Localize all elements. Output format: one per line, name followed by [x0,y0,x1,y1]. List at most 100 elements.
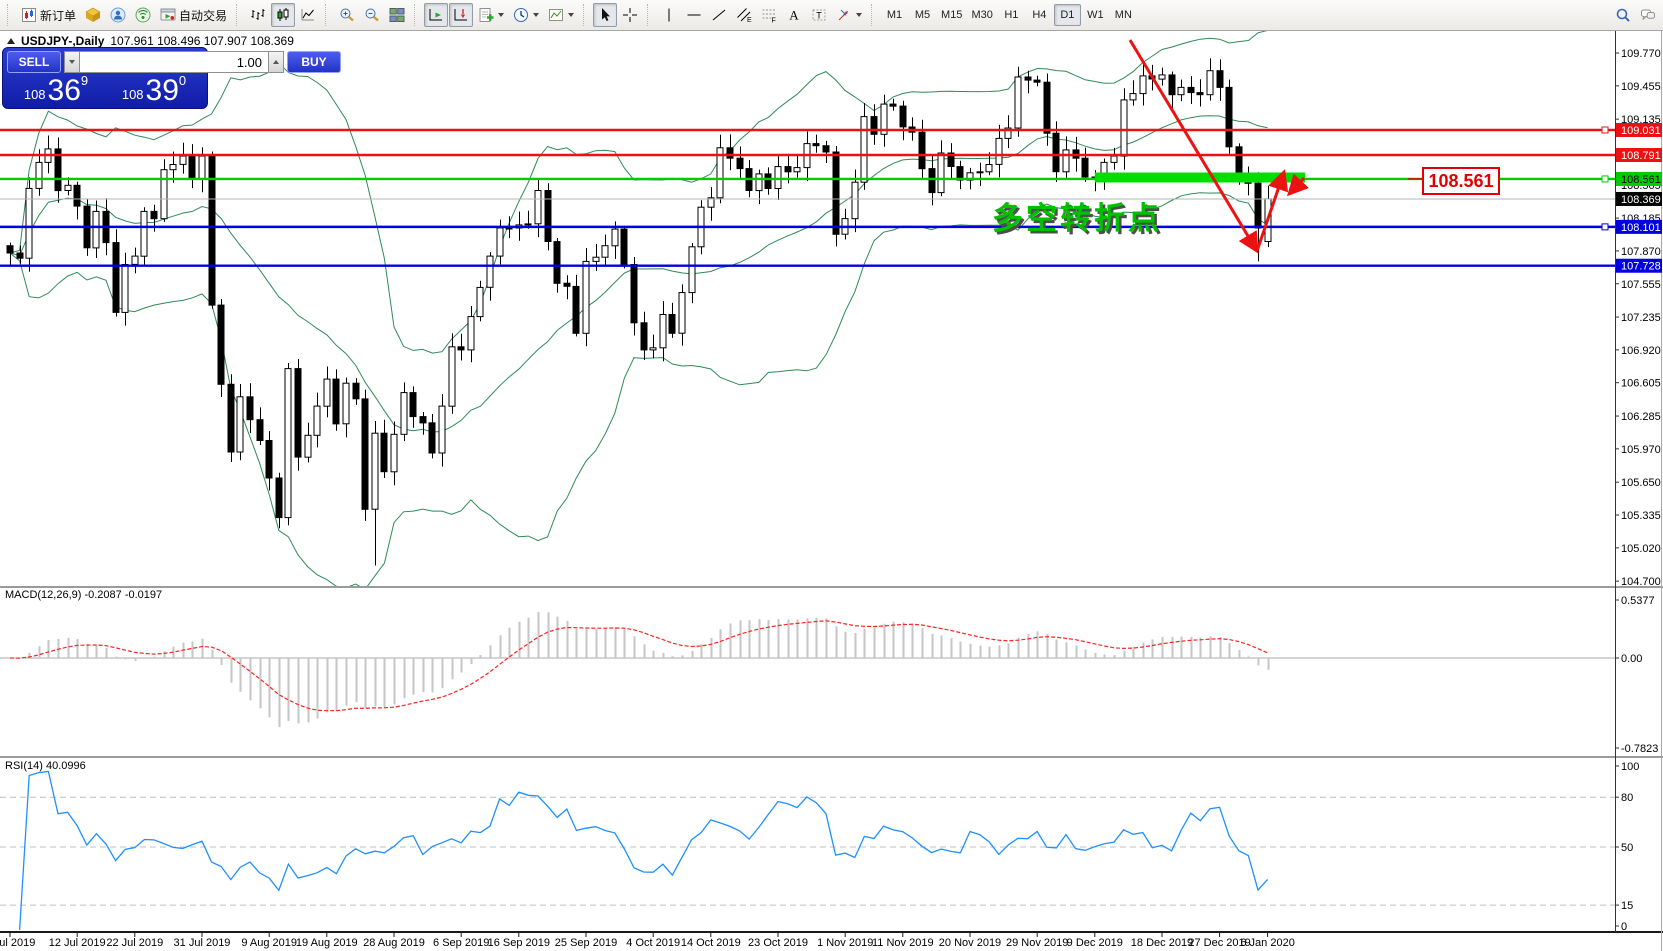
toolbar-separator [414,4,419,26]
svg-text:109.455: 109.455 [1621,81,1661,93]
line-chart-mode-button[interactable] [296,3,320,27]
market-button[interactable] [81,3,105,27]
signals-icon [135,7,151,23]
fibonacci-tool-button[interactable]: F [757,3,781,27]
tile-windows-button[interactable] [385,3,409,27]
horizontal-line-tool-button[interactable] [682,3,706,27]
timeframe-h4[interactable]: H4 [1026,4,1053,26]
autotrading-button[interactable]: 自动交易 [156,3,231,27]
bar-chart-mode-button[interactable] [246,3,270,27]
svg-text:0.00: 0.00 [1621,653,1642,665]
auto-scroll-button[interactable] [424,3,449,27]
text-tool-button[interactable]: A [782,3,806,27]
toolbar-separator [583,4,588,26]
arrows-tool-button[interactable] [832,3,866,27]
toolbar-separator [647,4,652,26]
svg-text:104.700: 104.700 [1621,576,1661,588]
svg-text:T: T [816,11,822,21]
svg-text:105.020: 105.020 [1621,543,1661,555]
svg-text:107.235: 107.235 [1621,312,1661,324]
price-tag-box[interactable]: 108.561 [1422,167,1500,195]
chat-button[interactable] [1636,3,1660,27]
price-scale[interactable]: 109.770109.455109.135108.820108.505108.1… [1615,48,1662,588]
chart-title: USDJPY-,Daily 107.961 108.496 107.907 10… [7,34,294,48]
volume-increase-button[interactable] [268,51,284,73]
candlestick-mode-button[interactable] [271,3,296,27]
toolbar: 新订单 自动交易 [0,0,1663,31]
svg-text:27 Dec 2019: 27 Dec 2019 [1188,937,1250,949]
text-label-tool-button[interactable]: T [807,3,831,27]
volume-stepper [64,51,284,73]
arrows-icon [838,9,849,21]
chat-icon [1641,9,1655,20]
volume-decrease-button[interactable] [64,51,80,73]
community-button[interactable] [106,3,130,27]
timeframe-m15[interactable]: M15 [937,4,966,26]
svg-text:6 Sep 2019: 6 Sep 2019 [433,937,489,949]
volume-input[interactable] [80,51,268,73]
periods-button[interactable] [509,3,543,27]
trendline-tool-button[interactable] [707,3,731,27]
autotrading-label: 自动交易 [179,8,228,23]
timeframe-m5[interactable]: M5 [909,4,936,26]
text-icon: A [789,8,799,23]
channel-tool-button[interactable]: E [732,3,756,27]
equidistant-channel-icon: E [737,8,752,23]
red-trend-arrows[interactable] [1128,39,1309,254]
autotrading-icon [160,8,176,21]
zoom-out-button[interactable] [360,3,384,27]
timeframe-h1[interactable]: H1 [998,4,1025,26]
crosshair-tool-button[interactable] [618,3,642,27]
timeframe-d1[interactable]: D1 [1053,4,1081,26]
market-icon [85,7,101,22]
buy-price-display[interactable]: 108 39 0 [105,73,203,106]
turning-point-annotation[interactable]: 多空转折点 [992,201,1162,237]
horizontal-line-objects[interactable] [0,126,1615,267]
tile-windows-icon [389,8,405,22]
svg-text:107.555: 107.555 [1621,279,1661,291]
svg-text:108.561: 108.561 [1621,174,1661,186]
svg-text:11 Nov 2019: 11 Nov 2019 [872,937,934,949]
symbol-period: USDJPY-,Daily [21,34,105,48]
buy-button[interactable]: BUY [287,51,341,73]
timeframe-m1[interactable]: M1 [881,4,908,26]
sell-price-display[interactable]: 108 36 9 [7,73,105,106]
indicators-button[interactable] [474,3,508,27]
svg-text:107.870: 107.870 [1621,246,1661,258]
dropdown-caret-icon [498,13,505,17]
chart-shift-button[interactable] [449,3,474,27]
svg-text:108.369: 108.369 [1621,194,1661,206]
svg-text:12 Jul 2019: 12 Jul 2019 [49,937,106,949]
templates-button[interactable] [544,3,578,27]
svg-text:107.728: 107.728 [1621,261,1661,273]
timeframe-m30[interactable]: M30 [967,4,996,26]
timeframe-mn[interactable]: MN [1110,4,1137,26]
new-order-button[interactable]: 新订单 [17,3,80,27]
green-highlight-zone[interactable] [1094,172,1305,183]
timeframe-w1[interactable]: W1 [1082,4,1109,26]
rsi-scale: 100 80 50 15 0 [1615,761,1639,933]
svg-text:9 Dec 2019: 9 Dec 2019 [1067,937,1123,949]
dropdown-caret-icon [533,13,540,17]
svg-text:80: 80 [1621,792,1633,804]
vertical-line-tool-button[interactable] [657,3,681,27]
indicators-icon [479,8,494,22]
one-click-trading-panel: SELL BUY 108 36 9 108 39 0 [2,47,341,109]
svg-text:108.791: 108.791 [1621,150,1661,162]
template-icon [549,9,564,21]
buy-price-pipette: 0 [178,73,187,88]
macd-label: MACD(12,26,9) -0.2087 -0.0197 [5,589,163,601]
zoom-in-button[interactable] [335,3,359,27]
signals-button[interactable] [131,3,155,27]
svg-text:105.650: 105.650 [1621,477,1661,489]
auto-scroll-icon [429,9,443,21]
macd-scale: 0.5377 0.00 -0.7823 [1615,595,1658,755]
triangle-up-icon [273,60,279,64]
cursor-tool-button[interactable] [593,3,618,27]
search-button[interactable] [1611,3,1635,27]
sell-button[interactable]: SELL [7,51,61,73]
collapse-panel-icon[interactable] [7,38,15,44]
